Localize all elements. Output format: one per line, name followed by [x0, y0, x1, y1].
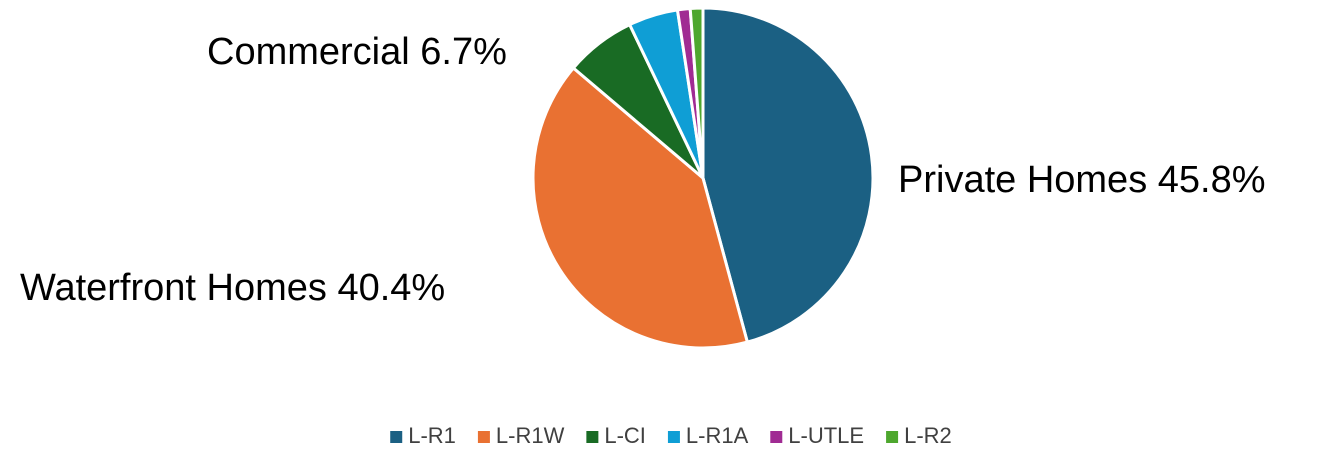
legend-swatch [770, 431, 783, 443]
legend-label: L-R2 [904, 423, 952, 448]
legend-swatch [586, 431, 599, 443]
legend-label: L-UTLE [788, 423, 864, 448]
pie-slice [701, 6, 875, 344]
legend-swatch [477, 431, 490, 443]
legend-label: L-CI [604, 423, 646, 448]
legend-swatch [886, 431, 899, 443]
legend-swatch [390, 431, 403, 443]
data-label: Waterfront Homes 40.4% [20, 267, 445, 309]
legend-label: L-R1 [408, 423, 456, 448]
pie-slice [688, 6, 705, 179]
legend-label: L-R1W [496, 423, 565, 448]
data-label: Private Homes 45.8% [898, 159, 1266, 201]
pie-slice [531, 65, 750, 350]
legend-swatch [667, 431, 680, 443]
legend-label: L-R1A [686, 423, 749, 448]
data-label: Commercial 6.7% [207, 31, 507, 73]
